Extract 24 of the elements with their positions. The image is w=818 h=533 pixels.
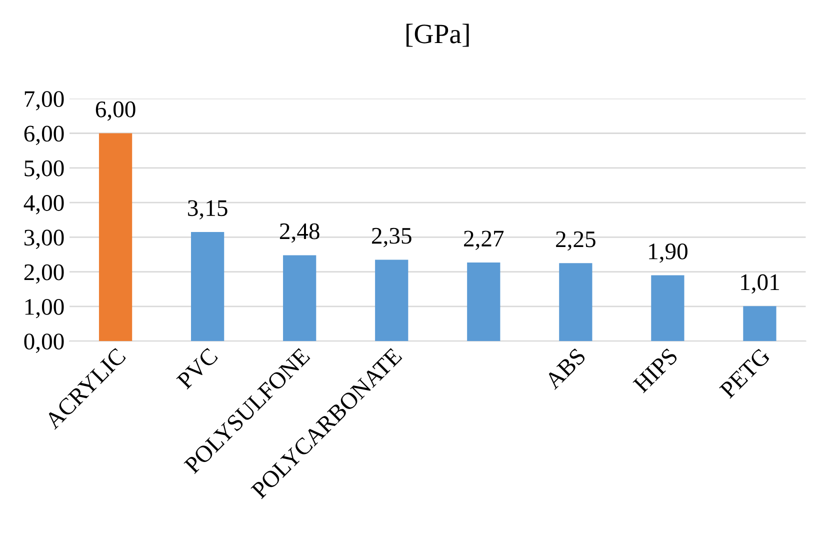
chart-title: [GPa] <box>406 24 469 47</box>
data-label: 2,27 <box>464 230 504 250</box>
bar <box>743 306 776 342</box>
data-label: 2,35 <box>372 228 412 248</box>
bar <box>467 262 500 342</box>
data-label: 2,25 <box>556 231 596 251</box>
data-label: 2,48 <box>280 223 320 243</box>
bar <box>191 232 224 342</box>
data-label: 1,01 <box>741 274 779 294</box>
bar <box>651 275 684 342</box>
bar <box>283 255 316 342</box>
y-tick-label: 7,00 <box>24 91 64 110</box>
data-label: 6,00 <box>96 101 136 121</box>
y-tick-label: 5,00 <box>24 160 64 180</box>
y-tick-label: 4,00 <box>24 195 64 214</box>
bar <box>559 263 592 342</box>
bar <box>375 260 408 342</box>
y-tick-label: 6,00 <box>24 126 64 146</box>
data-label: 3,15 <box>188 200 228 220</box>
y-tick-label: 1,00 <box>25 298 64 318</box>
y-tick-label: 3,00 <box>24 230 64 250</box>
data-label: 1,90 <box>649 243 688 263</box>
y-tick-label: 2,00 <box>24 264 64 284</box>
bar <box>98 133 132 342</box>
